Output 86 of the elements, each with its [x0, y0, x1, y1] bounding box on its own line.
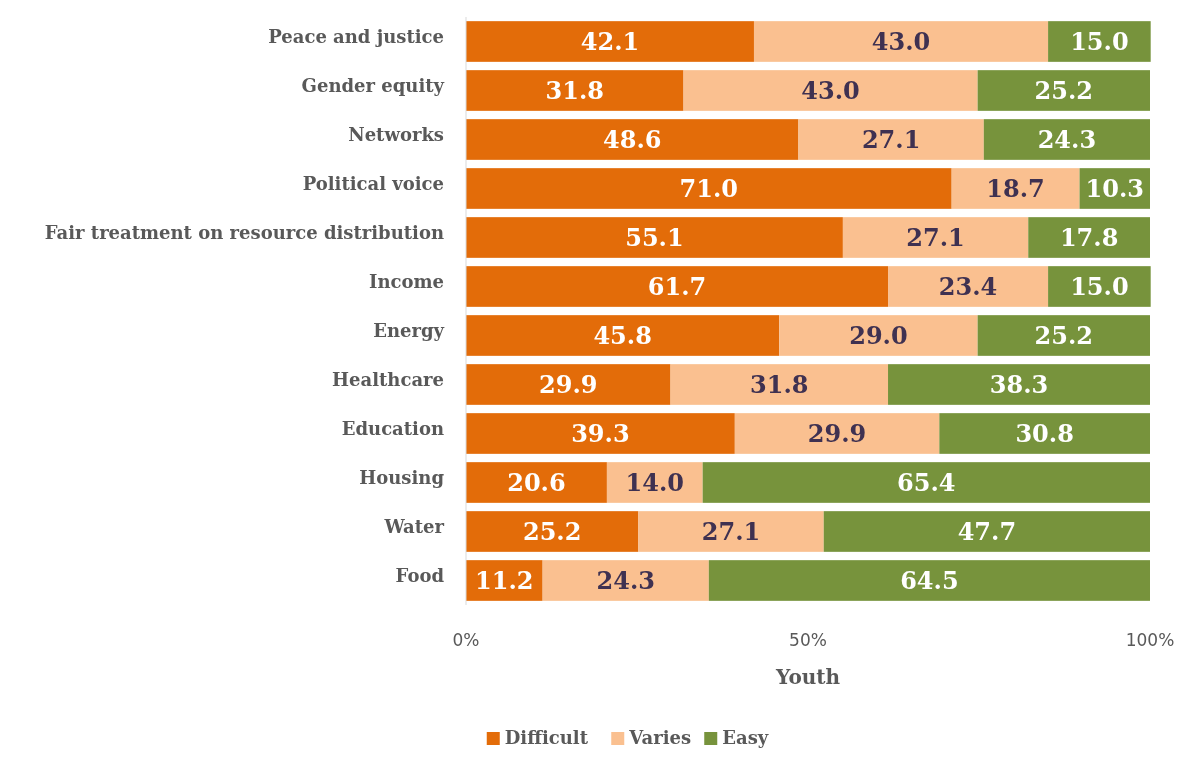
bar — [779, 315, 978, 356]
bar — [753, 21, 1049, 62]
data-label: 71.0 — [679, 174, 739, 204]
data-label: 24.3 — [1037, 125, 1097, 155]
bar — [466, 413, 735, 454]
y-tick-label: Energy — [373, 320, 445, 342]
data-label: 42.1 — [580, 27, 640, 57]
data-label: 14.0 — [625, 468, 685, 498]
bar — [798, 119, 984, 160]
data-label: 24.3 — [596, 566, 655, 596]
bar — [466, 217, 843, 258]
data-label: 10.3 — [1085, 174, 1144, 204]
data-label: 43.0 — [871, 27, 931, 57]
legend-label: Easy — [722, 727, 769, 748]
data-label: 64.5 — [900, 566, 959, 596]
data-label: 27.1 — [861, 125, 921, 155]
bar — [466, 21, 754, 62]
x-tick-label: 0% — [452, 630, 480, 650]
bar — [702, 462, 1150, 503]
data-label: 11.2 — [475, 566, 534, 596]
bar — [466, 168, 952, 209]
bar — [977, 315, 1150, 356]
data-label: 38.3 — [989, 370, 1049, 400]
y-tick-label: Peace and justice — [268, 26, 444, 48]
bar — [466, 462, 607, 503]
bar — [542, 560, 709, 601]
data-label: 29.9 — [539, 370, 598, 400]
data-label: 61.7 — [647, 272, 707, 302]
data-label: 25.2 — [1034, 321, 1094, 351]
bar — [466, 364, 671, 405]
x-axis-title: Youth — [774, 665, 841, 689]
y-tick-label: Fair treatment on resource distribution — [44, 222, 444, 244]
data-label: 15.0 — [1070, 27, 1129, 57]
y-tick-label: Education — [341, 418, 444, 440]
data-label: 39.3 — [571, 419, 630, 449]
y-tick-label: Housing — [359, 467, 445, 489]
bar — [951, 168, 1080, 209]
bar — [466, 315, 780, 356]
legend-label: Varies — [628, 727, 692, 748]
data-label: 29.9 — [807, 419, 867, 449]
y-tick-label: Healthcare — [332, 369, 444, 391]
data-label: 30.8 — [1015, 419, 1074, 449]
x-tick-label: 50% — [789, 630, 827, 650]
data-label: 31.8 — [750, 370, 809, 400]
data-label: 20.6 — [507, 468, 566, 498]
y-tick-label: Water — [383, 516, 445, 538]
data-label: 29.0 — [849, 321, 908, 351]
data-label: 23.4 — [938, 272, 998, 302]
bar — [466, 119, 799, 160]
data-label: 17.8 — [1059, 223, 1119, 253]
data-label: 25.2 — [522, 517, 582, 547]
bar — [466, 266, 889, 307]
x-tick-label: 100% — [1125, 630, 1175, 650]
bar — [466, 511, 639, 552]
bar — [842, 217, 1029, 258]
data-label: 48.6 — [602, 125, 662, 155]
data-label: 65.4 — [897, 468, 956, 498]
data-label: 27.1 — [906, 223, 965, 253]
y-tick-label: Networks — [348, 124, 444, 146]
y-tick-label: Gender equity — [301, 75, 445, 97]
bar — [734, 413, 940, 454]
data-label: 31.8 — [545, 76, 604, 106]
bar — [638, 511, 824, 552]
bar — [888, 266, 1049, 307]
bar — [983, 119, 1150, 160]
bar — [823, 511, 1150, 552]
bar — [683, 70, 978, 111]
bar — [670, 364, 889, 405]
data-label: 15.0 — [1070, 272, 1129, 302]
bar — [977, 70, 1150, 111]
data-label: 18.7 — [986, 174, 1045, 204]
bar — [888, 364, 1150, 405]
y-tick-label: Political voice — [302, 173, 444, 195]
y-tick-label: Income — [369, 271, 444, 293]
data-label: 25.2 — [1034, 76, 1094, 106]
data-label: 43.0 — [801, 76, 860, 106]
data-label: 55.1 — [625, 223, 684, 253]
bar — [939, 413, 1150, 454]
bar — [708, 560, 1150, 601]
bar — [466, 70, 684, 111]
data-label: 27.1 — [701, 517, 761, 547]
data-label: 47.7 — [957, 517, 1017, 547]
data-label: 45.8 — [593, 321, 652, 351]
y-tick-label: Food — [395, 565, 445, 587]
bar — [1028, 217, 1150, 258]
legend-label: Difficult — [504, 727, 589, 748]
